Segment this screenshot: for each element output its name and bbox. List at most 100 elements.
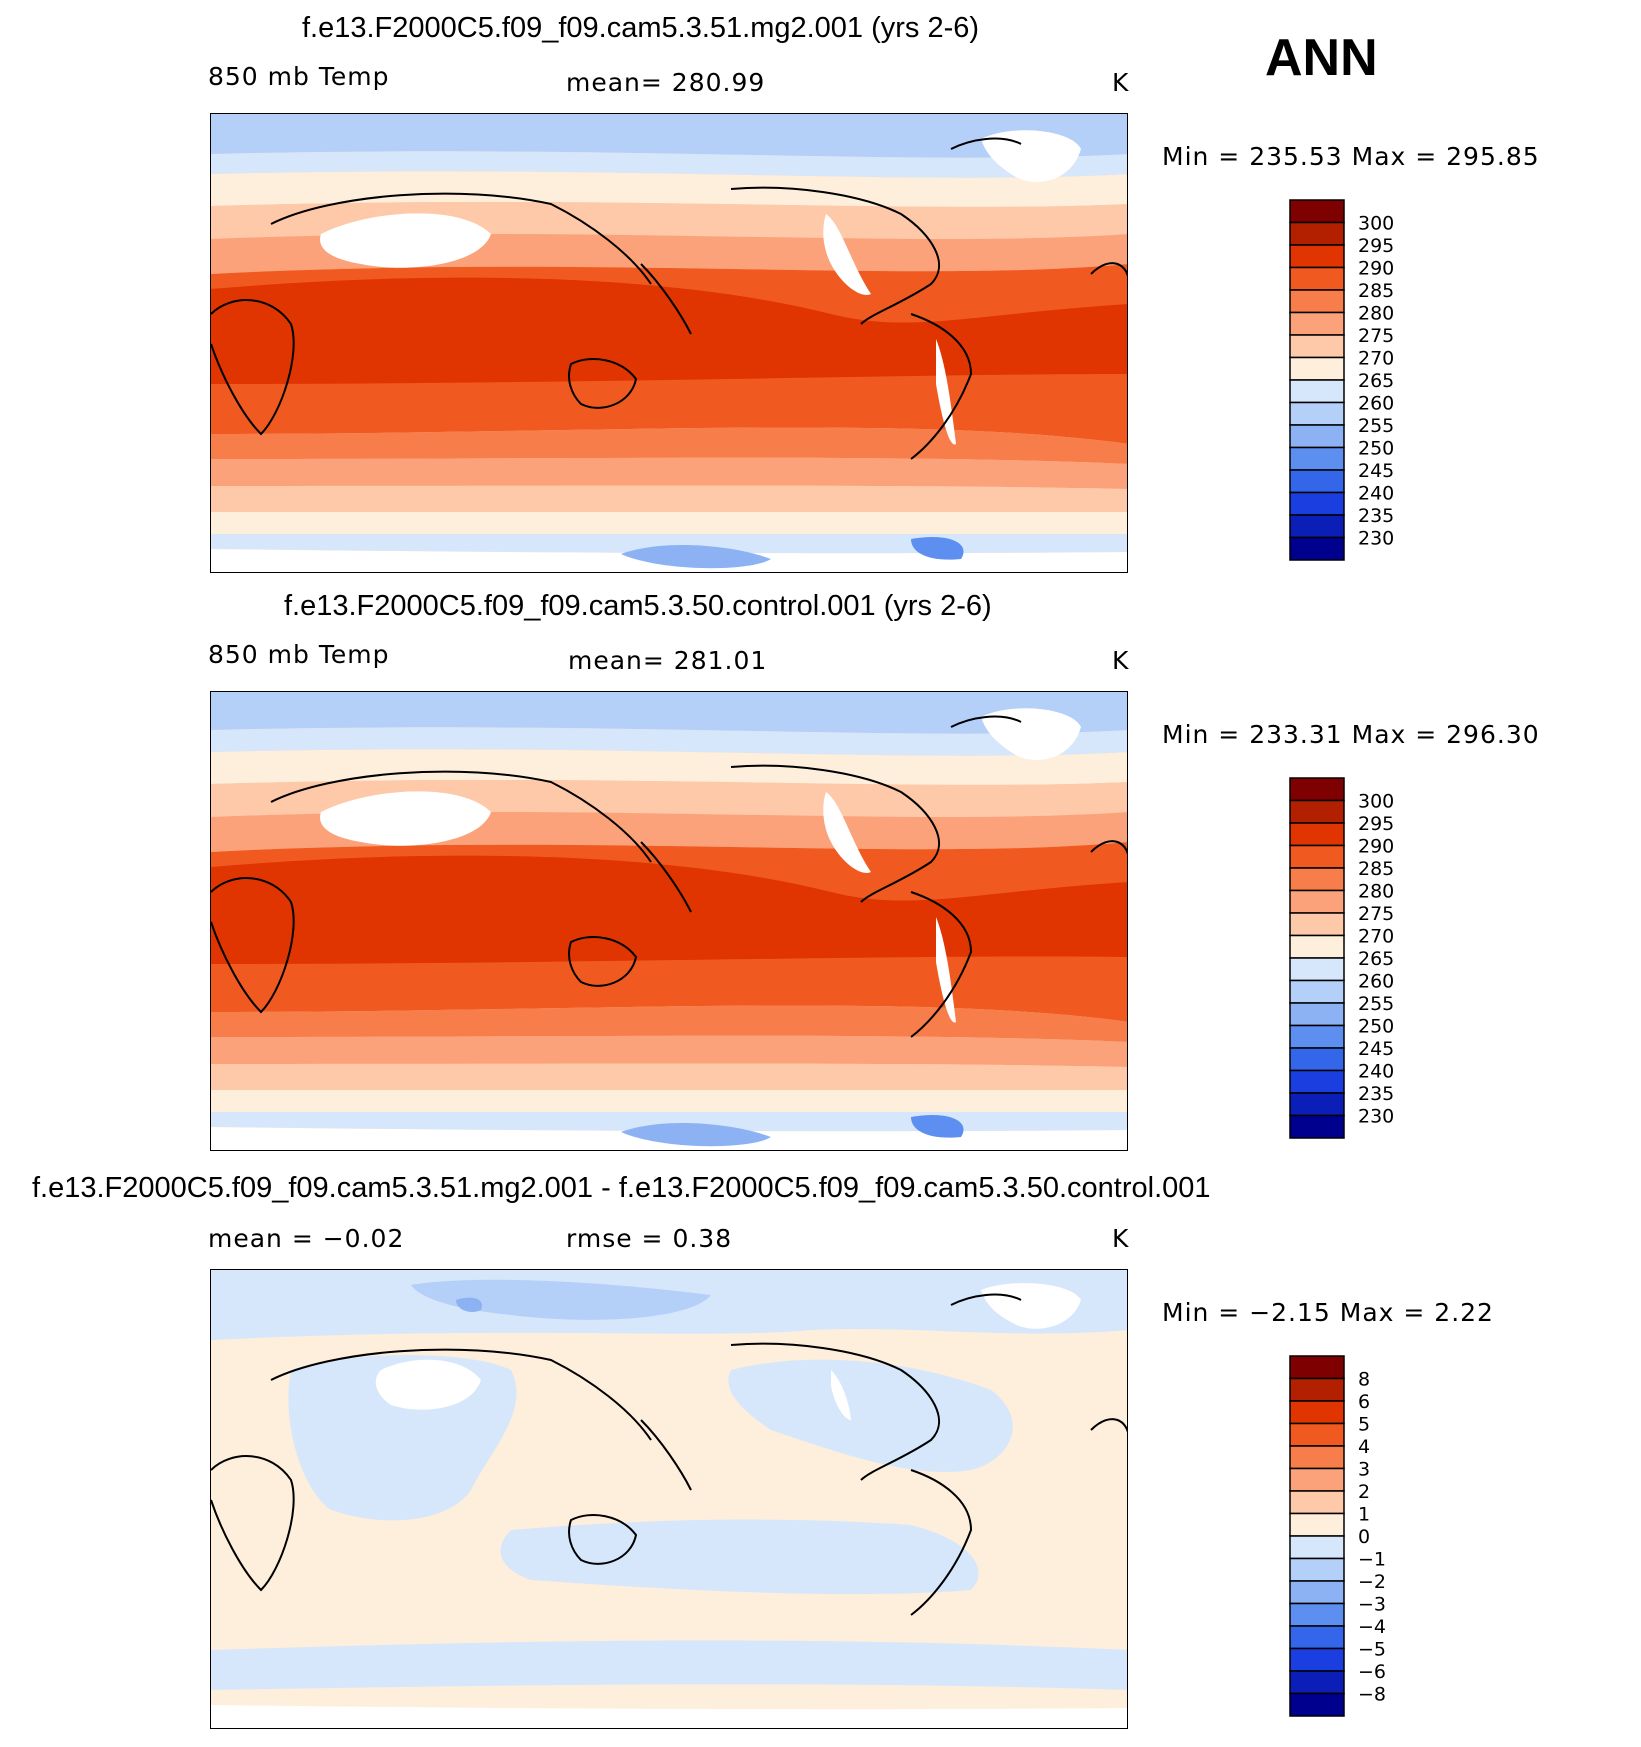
panel-2-polar-north — [211, 692, 1127, 734]
colorbar-tick-label: −1 — [1358, 1549, 1386, 1571]
colorbar-segment — [1289, 1422, 1345, 1447]
colorbar-segment — [1289, 889, 1345, 914]
colorbar-segment — [1289, 401, 1345, 426]
colorbar-tick-label: 270 — [1358, 348, 1394, 370]
colorbar-tick-label: 260 — [1358, 393, 1394, 415]
colorbar-tick-label: −3 — [1358, 1594, 1386, 1616]
colorbar-tick-label: 280 — [1358, 881, 1394, 903]
panel-1-band-n2 — [211, 171, 1127, 207]
colorbar-segment — [1289, 1647, 1345, 1672]
colorbar-tick-label: 275 — [1358, 903, 1394, 925]
panel-1-mean-label: mean= 280.99 — [566, 68, 766, 97]
colorbar-segment — [1289, 979, 1345, 1004]
colorbar-tick-label: 285 — [1358, 858, 1394, 880]
colorbar-segment — [1289, 221, 1345, 246]
panel-1-variable-label: 850 mb Temp — [208, 62, 390, 91]
colorbar-tick-label: 4 — [1358, 1436, 1370, 1458]
panel-2-band-s5 — [211, 1112, 1127, 1132]
panel-2-antarctic-cold — [621, 1122, 771, 1147]
season-label: ANN — [1265, 29, 1378, 87]
colorbar-segment — [1289, 1114, 1345, 1139]
panel-2-map-svg — [211, 692, 1127, 1150]
colorbar-tick-label: 265 — [1358, 370, 1394, 392]
colorbar-segment — [1289, 777, 1345, 802]
colorbar-tick-label: 255 — [1358, 993, 1394, 1015]
colorbar-tick-label: 280 — [1358, 303, 1394, 325]
panel-1-colorbar: 3002952902852802752702652602552502452402… — [1289, 199, 1394, 561]
colorbar-segment — [1289, 1377, 1345, 1402]
colorbar-segment — [1289, 424, 1345, 449]
colorbar-segment — [1289, 934, 1345, 959]
panel-3-coastlines — [211, 1293, 1127, 1616]
colorbar-segment — [1289, 289, 1345, 314]
colorbar-segment — [1289, 1670, 1345, 1695]
panel-2-band-s3 — [211, 1063, 1127, 1090]
panel-1-antarctic-cold — [621, 544, 771, 569]
colorbar-tick-label: 230 — [1358, 1106, 1394, 1128]
colorbar-segment — [1289, 1069, 1345, 1094]
panel-2-colorbar: 3002952902852802752702652602552502452402… — [1289, 777, 1394, 1139]
panel-2-title: f.e13.F2000C5.f09_f09.cam5.3.50.control.… — [284, 590, 992, 622]
panel-2-units-label: K — [1112, 646, 1130, 675]
panel-2-antarctic-cold-2 — [911, 1114, 964, 1138]
colorbar-segment — [1289, 491, 1345, 516]
colorbar-segment — [1289, 1692, 1345, 1717]
colorbar-segment — [1289, 1002, 1345, 1027]
colorbar-segment — [1289, 822, 1345, 847]
panel-3-minmax: Min = −2.15 Max = 2.22 — [1162, 1298, 1494, 1327]
colorbar-segment — [1289, 1602, 1345, 1627]
panel-1-band-s1 — [211, 427, 1127, 464]
colorbar-tick-label: 260 — [1358, 971, 1394, 993]
panel-2-variable-label: 850 mb Temp — [208, 640, 390, 669]
colorbar-tick-label: −4 — [1358, 1616, 1386, 1638]
colorbar-tick-label: 1 — [1358, 1504, 1370, 1526]
colorbar-tick-label: 250 — [1358, 1016, 1394, 1038]
colorbar-tick-label: 235 — [1358, 1083, 1394, 1105]
panel-3-title: f.e13.F2000C5.f09_f09.cam5.3.51.mg2.001 … — [32, 1172, 1211, 1204]
panel-1-band-s2 — [211, 457, 1127, 489]
panel-3-units-label: K — [1112, 1224, 1130, 1253]
panel-2-band-s1 — [211, 1005, 1127, 1042]
colorbar-segment — [1289, 356, 1345, 381]
panel-3-antarctica — [211, 1705, 1127, 1728]
colorbar-segment — [1289, 1400, 1345, 1425]
panel-1-title: f.e13.F2000C5.f09_f09.cam5.3.51.mg2.001 … — [302, 12, 980, 44]
panel-1-minmax: Min = 235.53 Max = 295.85 — [1162, 142, 1540, 171]
panel-3-mean-label: mean = −0.02 — [208, 1224, 405, 1253]
panel-1-band-s3 — [211, 485, 1127, 512]
colorbar-segment — [1289, 1557, 1345, 1582]
colorbar-segment — [1289, 446, 1345, 471]
colorbar-tick-label: 240 — [1358, 483, 1394, 505]
colorbar-tick-label: 240 — [1358, 1061, 1394, 1083]
colorbar-tick-label: 3 — [1358, 1459, 1370, 1481]
colorbar-tick-label: 245 — [1358, 1038, 1394, 1060]
colorbar-segment — [1289, 1467, 1345, 1492]
panel-1-andes — [936, 339, 956, 445]
colorbar-segment — [1289, 912, 1345, 937]
colorbar-segment — [1289, 867, 1345, 892]
colorbar-segment — [1289, 469, 1345, 494]
colorbar-tick-label: 245 — [1358, 460, 1394, 482]
colorbar-segment — [1289, 536, 1345, 561]
colorbar-segment — [1289, 1535, 1345, 1560]
panel-3-npacific-neg — [728, 1359, 1013, 1472]
colorbar-tick-label: 255 — [1358, 415, 1394, 437]
panel-2-mean-label: mean= 281.01 — [568, 646, 768, 675]
colorbar-tick-label: 230 — [1358, 528, 1394, 550]
panel-2-greenland — [981, 708, 1081, 760]
panel-2-map — [210, 691, 1128, 1151]
panel-3-map — [210, 1269, 1128, 1729]
panel-1-map-svg — [211, 114, 1127, 572]
colorbar-tick-label: 235 — [1358, 505, 1394, 527]
colorbar-tick-label: 8 — [1358, 1369, 1370, 1391]
colorbar-segment — [1289, 514, 1345, 539]
colorbar-segment — [1289, 311, 1345, 336]
colorbar-segment — [1289, 199, 1345, 224]
colorbar-segment — [1289, 1512, 1345, 1537]
panel-2-band-core — [211, 855, 1127, 964]
colorbar-segment — [1289, 1024, 1345, 1049]
colorbar-tick-label: −5 — [1358, 1639, 1386, 1661]
panel-3-south-neg — [211, 1640, 1127, 1690]
panel-2-band-s2 — [211, 1035, 1127, 1067]
